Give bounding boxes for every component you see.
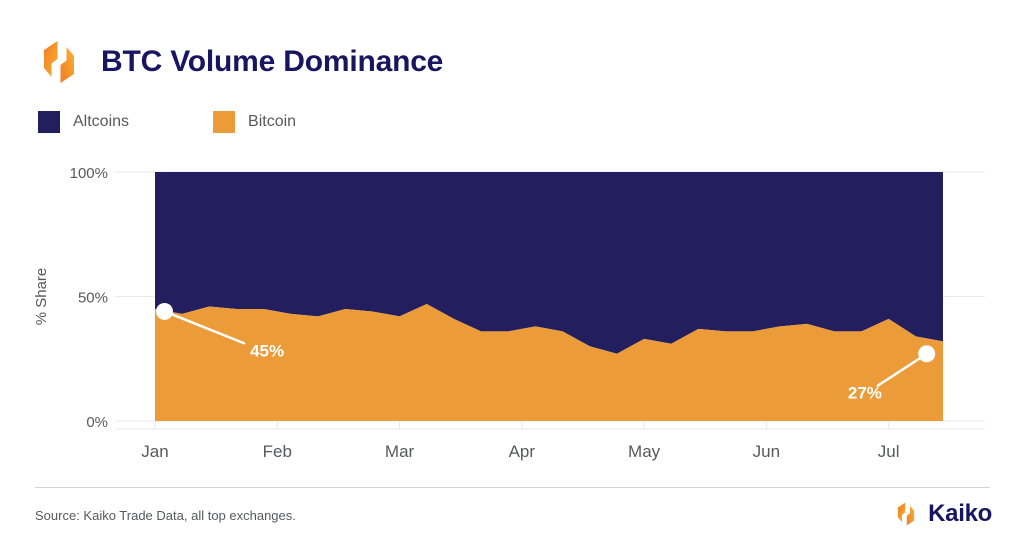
legend-label-altcoins: Altcoins — [73, 113, 130, 130]
x-axis-tick-label: May — [628, 442, 661, 461]
chart-annotation: 45% — [156, 302, 284, 360]
legend-swatch-bitcoin — [213, 111, 236, 133]
legend-item-bitcoin: Bitcoin — [213, 111, 296, 133]
y-axis-tick-label: 50% — [78, 290, 108, 307]
y-axis-tick-label: 0% — [86, 414, 108, 431]
chart-header: BTC Volume Dominance — [35, 38, 443, 86]
legend-item-altcoins: Altcoins — [38, 111, 129, 133]
y-axis-title: % Share — [33, 268, 50, 326]
footer-brand-name: Kaiko — [928, 500, 992, 527]
x-axis-tick-label: Mar — [385, 442, 415, 461]
chart-legend: Altcoins Bitcoin — [38, 111, 296, 133]
legend-label-bitcoin: Bitcoin — [248, 113, 297, 130]
annotation-label: 27% — [848, 384, 882, 403]
x-axis-tick-label: Feb — [263, 442, 292, 461]
footer-source-text: Source: Kaiko Trade Data, all top exchan… — [35, 508, 296, 523]
y-axis-tick-label: 100% — [70, 165, 108, 182]
x-axis-tick-label: Jul — [878, 442, 900, 461]
legend-swatch-altcoins — [38, 111, 60, 133]
page-title: BTC Volume Dominance — [101, 45, 444, 78]
annotation-label: 45% — [250, 341, 284, 360]
footer-divider — [35, 487, 990, 488]
x-axis-tick-label: Apr — [509, 442, 536, 461]
kaiko-bracket-logo-icon — [893, 501, 919, 527]
x-axis-tick-label: Jun — [753, 442, 780, 461]
x-axis-tick-label: Jan — [141, 442, 168, 461]
footer-brand: Kaiko — [893, 500, 992, 528]
kaiko-bracket-logo-icon — [35, 38, 83, 86]
chart-annotation: 27% — [848, 345, 936, 403]
